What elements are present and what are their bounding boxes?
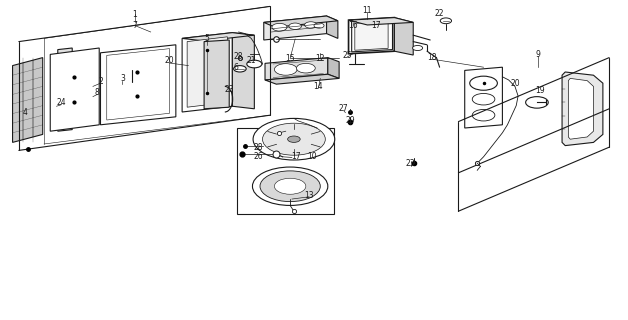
Text: 26: 26 <box>254 152 264 161</box>
Circle shape <box>234 66 246 72</box>
Text: 19: 19 <box>535 86 545 95</box>
Circle shape <box>124 86 139 93</box>
Circle shape <box>472 109 495 121</box>
Text: 5: 5 <box>205 34 210 43</box>
Polygon shape <box>13 58 43 142</box>
Polygon shape <box>562 72 603 146</box>
Polygon shape <box>394 18 413 55</box>
Text: 24: 24 <box>57 98 67 107</box>
Polygon shape <box>328 58 339 78</box>
Circle shape <box>305 22 317 28</box>
Polygon shape <box>182 33 254 41</box>
Text: 8: 8 <box>95 88 100 97</box>
Polygon shape <box>182 33 232 112</box>
Text: 20: 20 <box>165 56 175 65</box>
Polygon shape <box>355 21 388 50</box>
Polygon shape <box>204 40 229 109</box>
Text: 16: 16 <box>348 21 358 30</box>
Polygon shape <box>264 16 338 27</box>
Polygon shape <box>187 37 227 107</box>
Text: 14: 14 <box>313 82 323 91</box>
Polygon shape <box>465 67 502 128</box>
Polygon shape <box>100 45 176 125</box>
Circle shape <box>116 82 148 98</box>
Circle shape <box>274 178 306 194</box>
Text: 18: 18 <box>427 53 437 62</box>
Polygon shape <box>327 16 338 38</box>
Text: 9: 9 <box>536 50 541 59</box>
Text: 12: 12 <box>315 54 325 63</box>
Text: 13: 13 <box>304 191 314 200</box>
Text: 21: 21 <box>246 56 256 65</box>
Circle shape <box>252 167 328 205</box>
Text: 20: 20 <box>510 79 520 88</box>
Text: 29: 29 <box>345 116 355 124</box>
Circle shape <box>472 93 495 105</box>
Text: 25: 25 <box>342 51 352 60</box>
Polygon shape <box>568 78 593 139</box>
Text: 15: 15 <box>285 54 295 63</box>
Text: 27: 27 <box>338 104 349 113</box>
Text: 28: 28 <box>234 52 244 60</box>
Polygon shape <box>50 48 99 131</box>
Text: 7: 7 <box>133 21 138 30</box>
Circle shape <box>288 136 300 142</box>
Text: 23: 23 <box>406 159 416 168</box>
Circle shape <box>413 45 423 51</box>
Text: 11: 11 <box>362 6 372 15</box>
Circle shape <box>263 123 325 155</box>
Text: 3: 3 <box>120 74 125 83</box>
Circle shape <box>253 118 335 160</box>
Polygon shape <box>265 74 339 84</box>
Circle shape <box>314 23 324 28</box>
Text: 17: 17 <box>291 152 301 161</box>
Text: 22: 22 <box>435 9 445 18</box>
Polygon shape <box>232 33 254 109</box>
Circle shape <box>247 60 262 68</box>
Circle shape <box>260 171 320 202</box>
Circle shape <box>470 76 497 90</box>
Text: 1: 1 <box>133 10 138 19</box>
Text: 28: 28 <box>254 143 264 152</box>
Polygon shape <box>349 18 413 25</box>
Circle shape <box>440 18 452 24</box>
Circle shape <box>526 97 548 108</box>
Polygon shape <box>352 19 392 52</box>
Polygon shape <box>264 16 327 40</box>
Text: 2: 2 <box>98 77 103 86</box>
Polygon shape <box>265 58 328 80</box>
Text: 23: 23 <box>224 85 234 94</box>
Text: 17: 17 <box>371 21 381 30</box>
Circle shape <box>289 23 301 29</box>
Polygon shape <box>58 48 72 131</box>
Text: 4: 4 <box>23 108 28 116</box>
Circle shape <box>274 64 297 75</box>
Circle shape <box>296 63 315 73</box>
Polygon shape <box>107 49 170 120</box>
Circle shape <box>272 23 287 31</box>
Text: 6: 6 <box>233 63 238 72</box>
Bar <box>237 128 334 214</box>
Text: 10: 10 <box>307 152 317 161</box>
